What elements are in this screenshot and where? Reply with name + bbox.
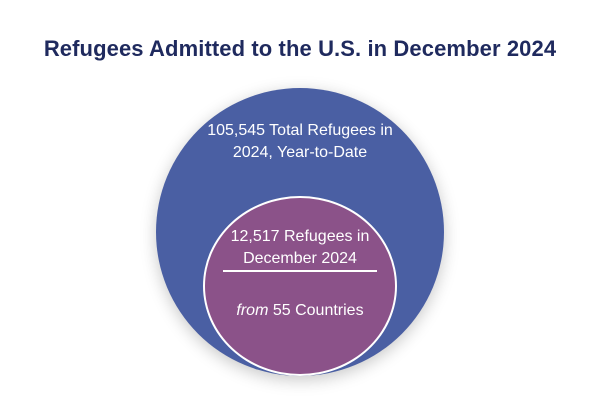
countries-prefix: from [236, 302, 269, 319]
december-refugees-line-2: December 2024 [243, 250, 357, 267]
total-refugees-line-1: 105,545 Total Refugees in [207, 122, 393, 139]
divider-line [223, 270, 377, 272]
december-refugees-circle [203, 196, 397, 376]
december-refugees-label: 12,517 Refugees in December 2024 [203, 226, 397, 270]
countries-label: from 55 Countries [203, 300, 397, 322]
page-title: Refugees Admitted to the U.S. in Decembe… [43, 36, 557, 61]
total-refugees-label: 105,545 Total Refugees in 2024, Year-to-… [156, 120, 444, 164]
countries-count: 55 Countries [268, 302, 364, 319]
total-refugees-line-2: 2024, Year-to-Date [232, 144, 368, 161]
december-refugees-line-1: 12,517 Refugees in [230, 228, 370, 245]
